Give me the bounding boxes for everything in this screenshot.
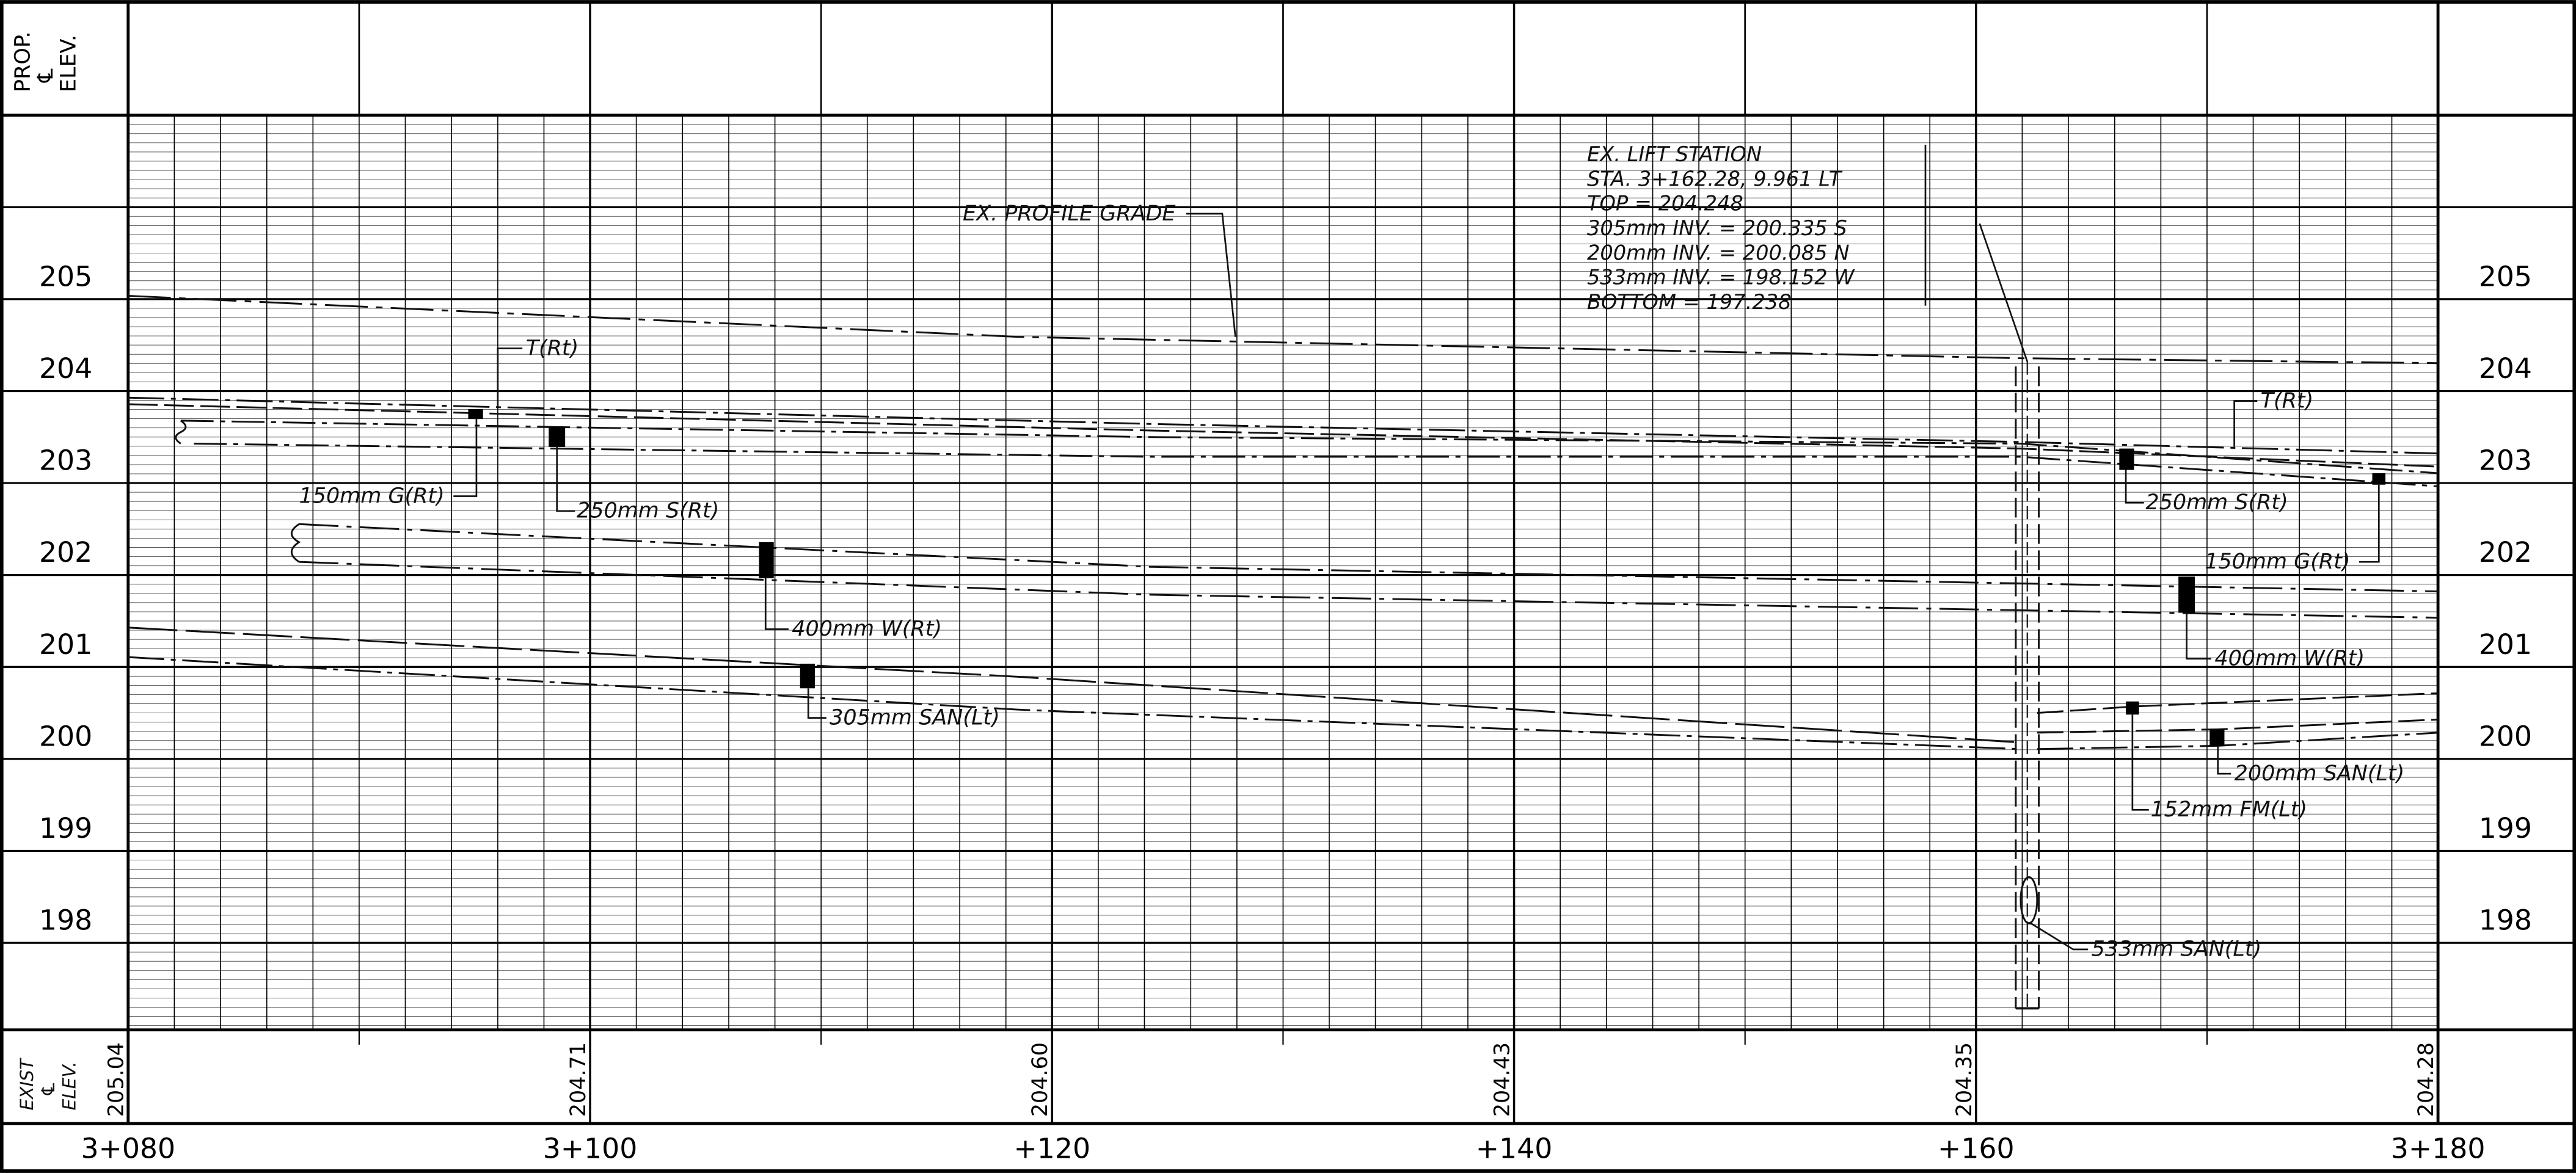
fm-line-right (2037, 692, 2439, 714)
annotation-labels: EX. PROFILE GRADE EX. LIFT STATION STA. … (299, 142, 2404, 962)
elevation-label-right: 201 (2479, 628, 2532, 661)
elevation-label-left: 201 (39, 628, 92, 661)
existing-elevation-value: 204.28 (2414, 1042, 2439, 1117)
lift-station-structure (2015, 361, 2040, 1010)
sanitary-305-line (128, 626, 2021, 744)
storm-line-upper (180, 419, 2439, 474)
storm-line-lower (194, 443, 2439, 487)
storm-250-marker-right (2119, 448, 2134, 470)
telephone-line-left (128, 396, 2439, 455)
gas-150-marker-left (468, 409, 483, 419)
station-label: +160 (1938, 1132, 2015, 1164)
fm-152-marker (2126, 701, 2139, 715)
profile-lines (128, 294, 2439, 750)
lift-station-note-line-7: BOTTOM = 197.238 (1587, 290, 1792, 314)
lift-station-note-line-4: 305mm INV. = 200.335 S (1587, 216, 1847, 240)
watermain-400-marker-right (2178, 576, 2195, 613)
utility-label-telephone-left: T(Rt) (526, 336, 579, 360)
station-axis-labels: 3+080 3+100 +120 +140 +160 3+180 (81, 1132, 2485, 1164)
san-200-marker (2209, 729, 2225, 746)
existing-elevation-values: 205.04 204.71 204.60 204.43 204.35 204.28 (104, 1042, 2439, 1117)
sanitary-305-line-lower (128, 656, 2021, 750)
profile-grid (1, 2, 2575, 1124)
elevation-label-right: 204 (2479, 352, 2532, 385)
leader-lines (453, 145, 2380, 951)
gas-150-marker-right (2372, 473, 2386, 485)
elevation-label-left: 205 (39, 260, 92, 292)
elevation-label-left: 203 (39, 445, 92, 477)
lift-station-note: EX. LIFT STATION STA. 3+162.28, 9.961 LT… (1587, 142, 1855, 314)
elevation-axis-labels: 205 205 204 204 203 203 202 202 201 201 200 200 199 1… (39, 260, 2532, 936)
utility-label-storm-right: 250mm S(Rt) (2145, 490, 2288, 515)
proposed-title-line-3: ELEV. (57, 35, 81, 92)
station-label: +120 (1014, 1132, 1091, 1164)
elevation-label-right: 203 (2479, 445, 2532, 477)
lift-station-note-line-6: 533mm INV. = 198.152 W (1587, 266, 1855, 289)
proposed-title-line-2: ℄ (34, 68, 58, 83)
utility-label-telephone-right: T(Rt) (2261, 388, 2314, 413)
utility-label-storm-left: 250mm S(Rt) (577, 499, 719, 523)
lift-station-note-line-2: STA. 3+162.28, 9.961 LT (1587, 167, 1843, 191)
elevation-label-left: 204 (39, 352, 92, 385)
existing-title-line-3: ELEV. (59, 1061, 80, 1110)
elevation-label-right: 205 (2479, 260, 2532, 292)
san-lower-right (2037, 732, 2439, 750)
utility-label-watermain-left: 400mm W(Rt) (792, 617, 942, 641)
san-533-pipe-section (2020, 876, 2038, 924)
existing-elevation-value: 204.35 (1952, 1042, 1977, 1117)
storm-250-marker-left (549, 427, 566, 447)
pipe-markers (468, 409, 2386, 746)
station-label: 3+080 (81, 1132, 175, 1164)
station-label: 3+100 (543, 1132, 638, 1164)
elevation-label-left: 199 (39, 812, 92, 844)
watermain-top (299, 523, 2439, 593)
elevation-label-left: 200 (39, 720, 92, 752)
station-label: +140 (1476, 1132, 1553, 1164)
existing-title-line-2: ℄ (38, 1081, 59, 1097)
existing-elev-title: EXIST ℄ ELEV. (16, 1058, 80, 1110)
watermain-break (290, 523, 301, 563)
elevation-label-left: 202 (39, 536, 92, 568)
watermain-bottom (299, 561, 2439, 619)
existing-elevation-value: 205.04 (104, 1042, 129, 1117)
elevation-label-right: 198 (2479, 904, 2532, 937)
utility-label-san-200: 200mm SAN(Lt) (2235, 761, 2405, 786)
sanitary-305-marker (800, 663, 815, 689)
proposed-title-line-1: PROP. (10, 31, 35, 92)
utility-label-fm-152: 152mm FM(Lt) (2150, 797, 2307, 822)
upper-bundle-break (175, 419, 187, 445)
existing-elevation-value: 204.43 (1490, 1042, 1514, 1117)
utility-label-san-533: 533mm SAN(Lt) (2092, 937, 2262, 962)
san-200-line-right (2037, 718, 2439, 734)
utility-label-watermain-right: 400mm W(Rt) (2214, 647, 2365, 671)
existing-profile-grade-line (128, 294, 2439, 365)
utility-label-sanitary-305: 305mm SAN(Lt) (830, 705, 1000, 730)
existing-elevation-value: 204.71 (566, 1042, 591, 1117)
lift-station-note-line-1: EX. LIFT STATION (1587, 142, 1762, 166)
elevation-label-right: 202 (2479, 536, 2532, 568)
elevation-label-right: 200 (2479, 720, 2532, 752)
utility-label-gas-right: 150mm G(Rt) (2205, 550, 2350, 574)
watermain-400-marker-left (759, 542, 774, 579)
proposed-elev-title: PROP. ℄ ELEV. (10, 31, 81, 92)
elevation-label-right: 199 (2479, 812, 2532, 844)
existing-elevation-value: 204.60 (1028, 1042, 1053, 1117)
utility-label-gas-left: 150mm G(Rt) (299, 484, 444, 508)
profile-grade-label: EX. PROFILE GRADE (963, 202, 1176, 226)
existing-title-line-1: EXIST (16, 1058, 37, 1110)
station-label: 3+180 (2391, 1132, 2486, 1164)
elevation-label-left: 198 (39, 904, 92, 937)
lift-station-note-line-5: 200mm INV. = 200.085 N (1587, 241, 1850, 264)
lift-station-note-line-3: TOP = 204.248 (1587, 192, 1743, 216)
